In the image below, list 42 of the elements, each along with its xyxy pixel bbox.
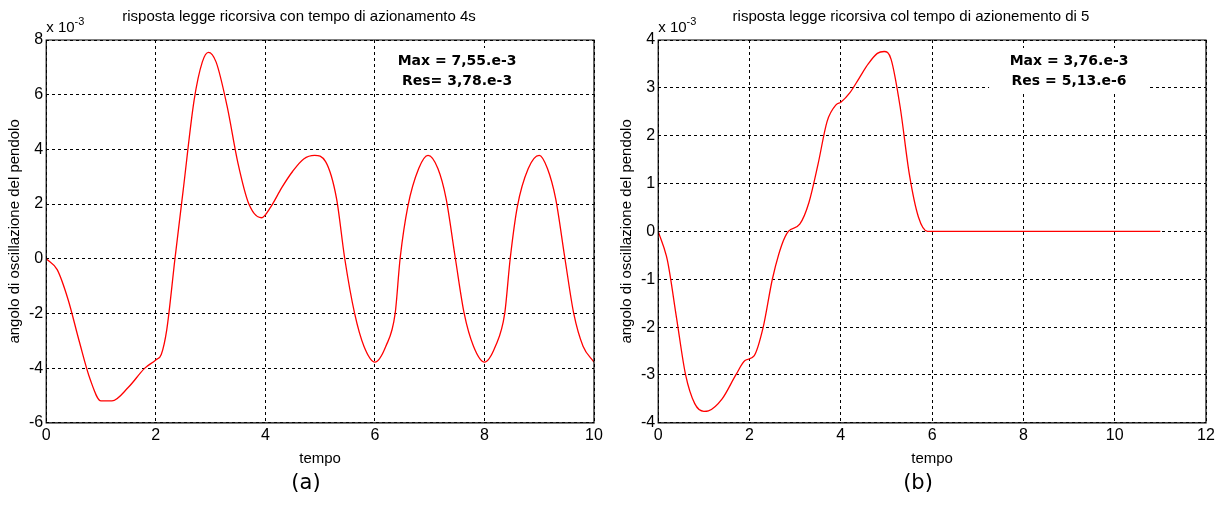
y-tick-label: -2 — [28, 303, 44, 321]
y-tick-label: 3 — [646, 78, 656, 96]
chart-title: risposta legge ricorsiva con tempo di azionamento 4s — [122, 7, 476, 25]
x-tick-label: 10 — [585, 425, 603, 443]
annotation: Res= 3,78.e-3 — [402, 72, 513, 88]
x-tick-label: 8 — [479, 425, 489, 443]
line-series — [658, 50, 1161, 412]
y-tick-label: 4 — [646, 30, 656, 48]
y-axis-title: angolo di oscillazione del pendolo — [617, 119, 635, 344]
y-tick-label: -1 — [640, 269, 656, 287]
annotation: Res = 5,13.e-6 — [1011, 72, 1127, 88]
x-tick-label: 6 — [370, 425, 380, 443]
chart-title: risposta legge ricorsiva col tempo di azionemento di 5 — [732, 7, 1090, 25]
y-tick-label: 0 — [646, 221, 656, 239]
x-tick-label: 10 — [1105, 425, 1124, 443]
text: (b) — [902, 470, 934, 494]
x-tick-label: 4 — [836, 425, 846, 443]
y-tick-label: 2 — [646, 126, 656, 144]
line-series — [46, 51, 594, 402]
x-tick-label: 4 — [260, 425, 270, 443]
y-tick-label: 4 — [34, 139, 44, 157]
y-tick-label: 6 — [34, 85, 44, 103]
text: (a) — [290, 470, 322, 494]
x-tick-label: 12 — [1197, 425, 1215, 443]
annotation: Max = 3,76.e-3 — [1009, 52, 1129, 68]
y-tick-label: 0 — [34, 249, 44, 267]
y-tick-label: -4 — [28, 358, 44, 376]
y-axis-title: angolo di oscillazione del pendolo — [5, 119, 23, 344]
y-tick-label: -6 — [28, 413, 44, 431]
x-tick-label: 8 — [1018, 425, 1028, 443]
y-tick-label: -2 — [640, 317, 656, 335]
y-tick-label: -4 — [640, 413, 656, 431]
x-tick-label: 6 — [927, 425, 937, 443]
annotation: Max = 7,55.e-3 — [397, 52, 517, 68]
x-tick-label: 2 — [745, 425, 755, 443]
y-tick-label: 2 — [34, 194, 44, 212]
x-tick-label: 2 — [151, 425, 161, 443]
y-tick-label: -3 — [640, 365, 656, 383]
y-tick-label: 1 — [646, 173, 656, 191]
x-axis-title: tempo — [299, 449, 341, 467]
x-axis-title: tempo — [911, 449, 953, 467]
y-tick-label: 8 — [34, 30, 44, 48]
